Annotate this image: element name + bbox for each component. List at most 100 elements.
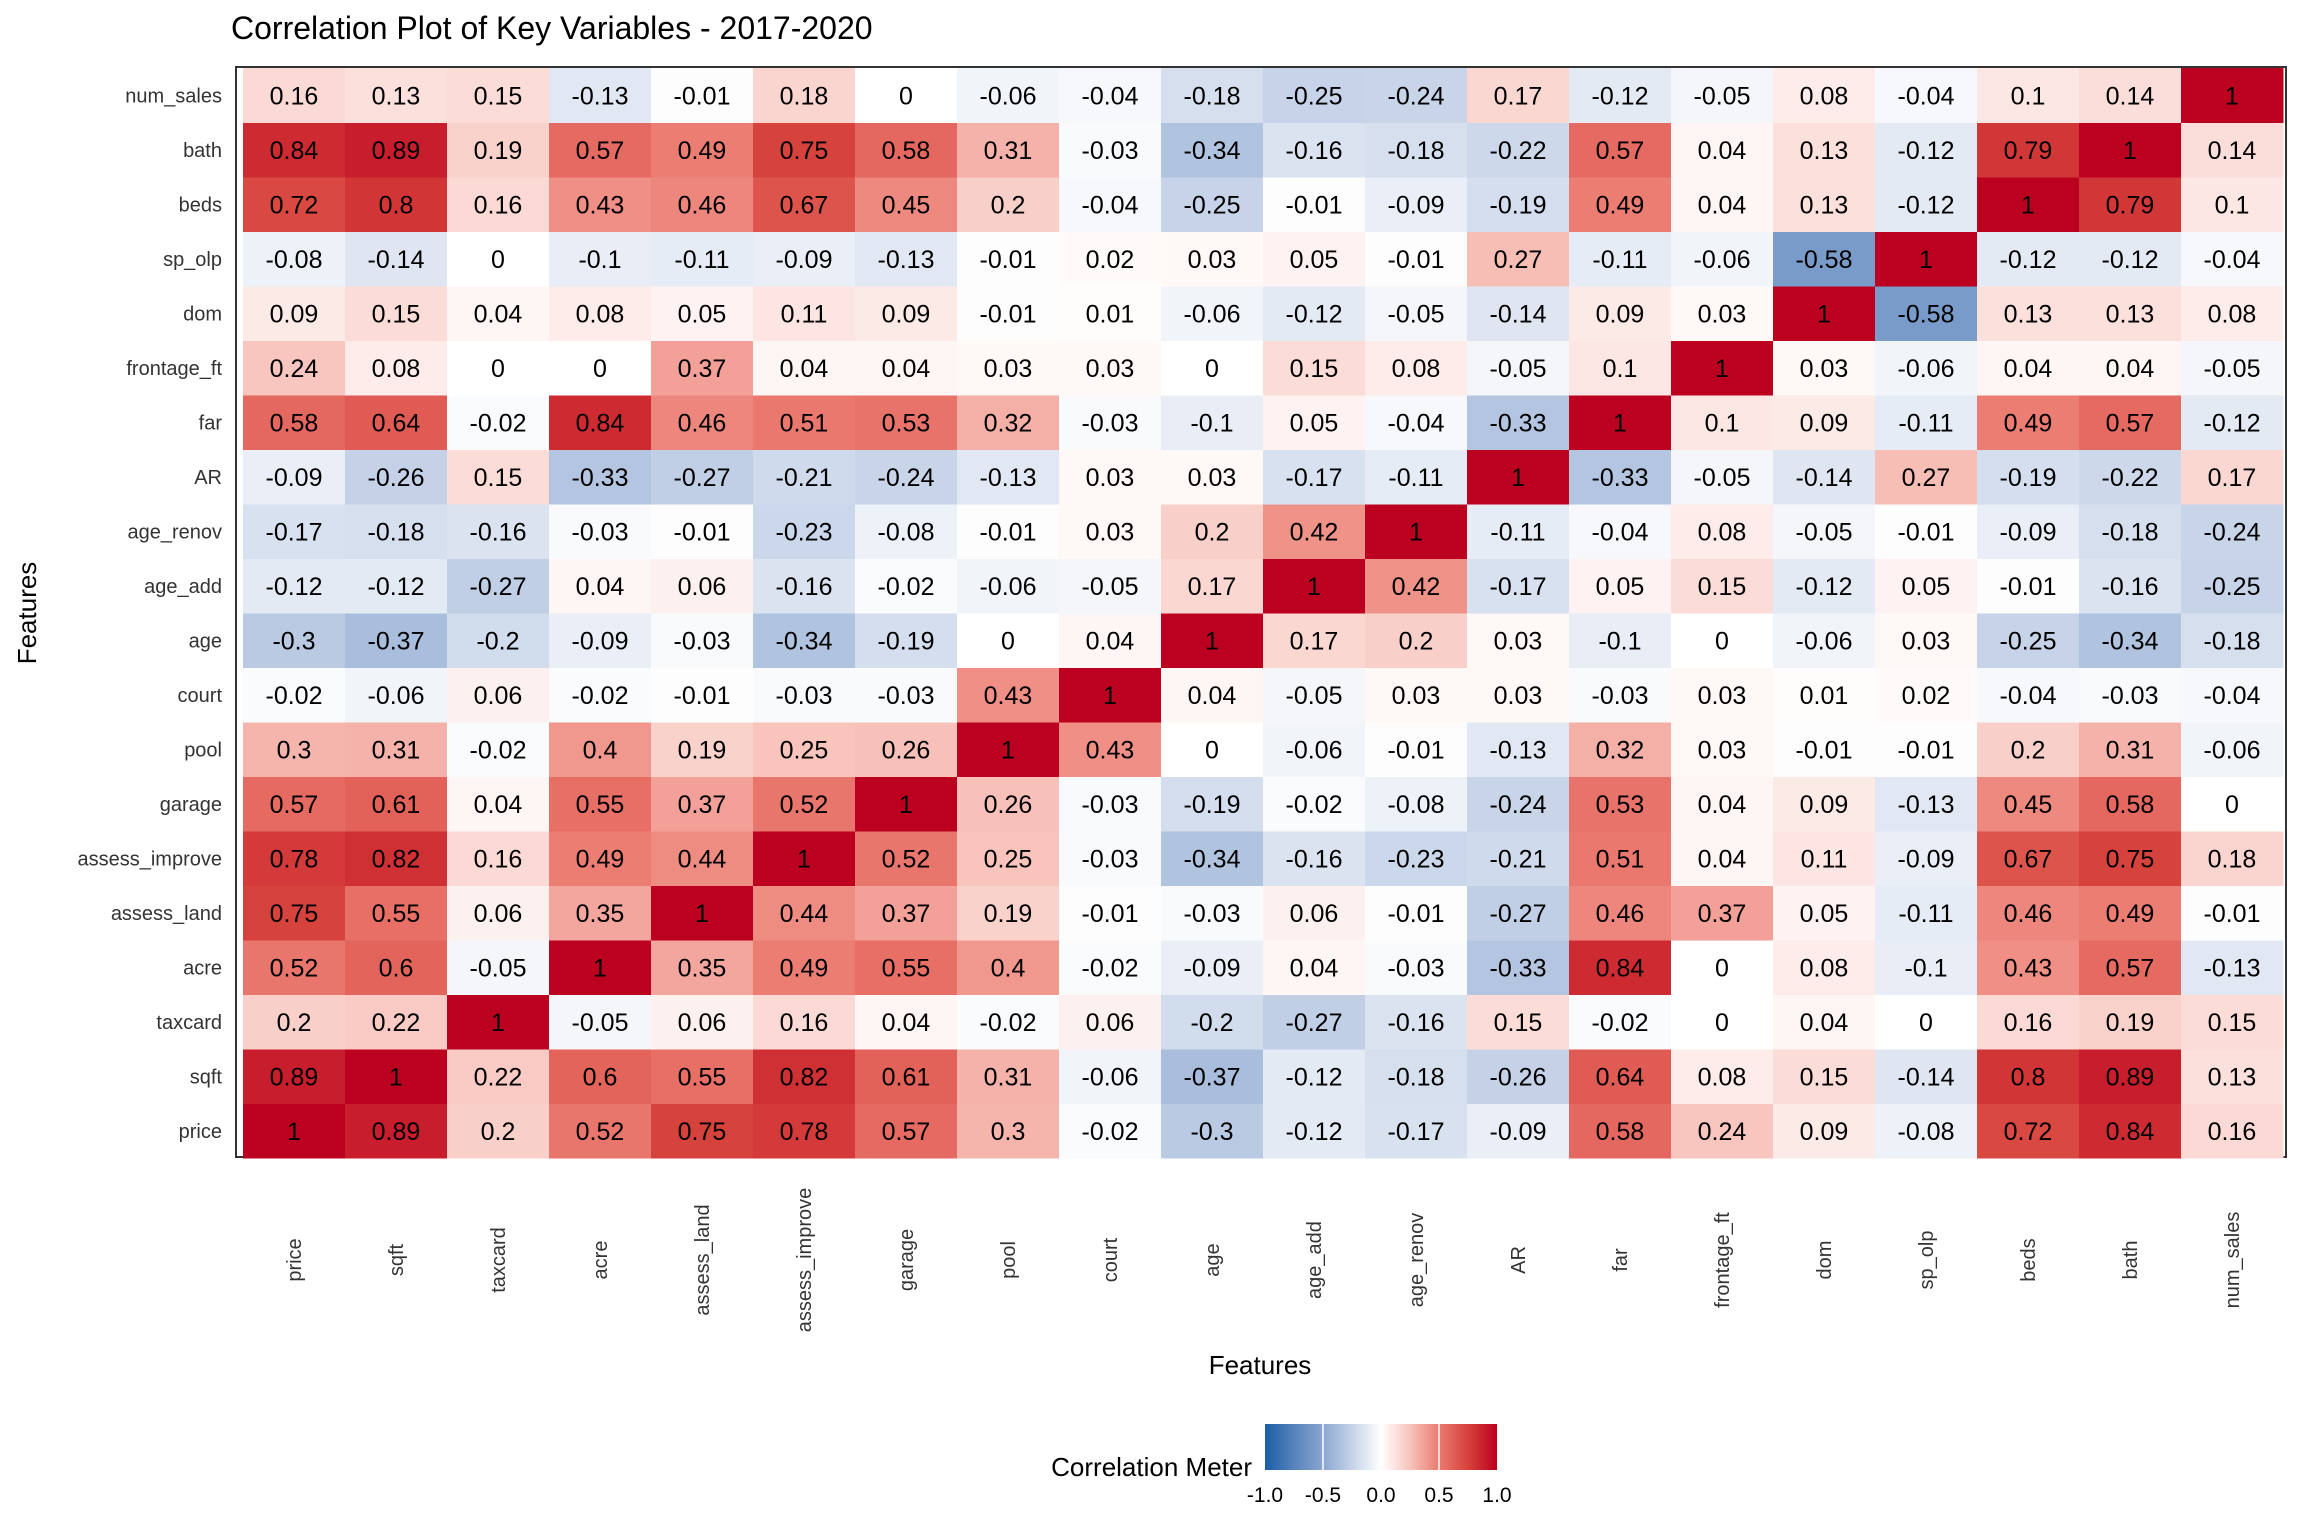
x-tick-label: assess_land [692, 1204, 714, 1315]
heatmap-cell [1671, 776, 1774, 832]
heatmap-cell [1875, 1103, 1978, 1159]
cell-value-label: -0.02 [878, 573, 935, 601]
heatmap-cell [345, 831, 448, 886]
cell-value-label: 0.03 [1086, 518, 1135, 546]
cell-value-label: -0.01 [1082, 900, 1139, 928]
y-tick-label: price [179, 1121, 222, 1143]
cell-value-label: -0.05 [572, 1009, 629, 1037]
heatmap-cell [1773, 231, 1876, 287]
heatmap-cell [651, 395, 754, 450]
cell-value-label: 0.04 [780, 355, 829, 383]
heatmap-cell [1059, 449, 1162, 505]
heatmap-cell [1671, 449, 1774, 505]
cell-value-label: 0.1 [2011, 82, 2046, 110]
heatmap-cell [1671, 558, 1774, 614]
heatmap-cell [1671, 395, 1774, 450]
y-tick-label: far [199, 412, 223, 434]
heatmap-cell [753, 286, 856, 341]
cell-value-label: 0.08 [1800, 954, 1849, 982]
heatmap-cell [957, 395, 1060, 450]
cell-value-label: -0.09 [1388, 191, 1445, 219]
heatmap-cell [1365, 286, 1468, 341]
cell-value-label: 0.05 [1902, 573, 1951, 601]
cell-value-label: -0.12 [1796, 573, 1853, 601]
heatmap-cell [1569, 177, 1672, 232]
cell-value-label: -0.01 [674, 82, 731, 110]
heatmap-cell [957, 994, 1060, 1050]
heatmap-cell [243, 504, 346, 559]
heatmap-cell [1263, 558, 1366, 614]
y-tick-label: assess_land [111, 903, 222, 925]
heatmap-cell [447, 940, 550, 995]
heatmap-cell [549, 122, 652, 178]
cell-value-label: 0.24 [1698, 1118, 1747, 1146]
heatmap-cell [1161, 340, 1264, 396]
cell-value-label: -0.02 [980, 1009, 1037, 1037]
y-tick-label: bath [183, 140, 222, 162]
cell-value-label: -0.08 [1388, 791, 1445, 819]
y-tick-label: acre [183, 957, 222, 979]
cell-value-label: -0.02 [1592, 1009, 1649, 1037]
cell-value-label: 0.58 [882, 137, 931, 165]
cell-value-label: -0.18 [1388, 1063, 1445, 1091]
heatmap-cell [957, 231, 1060, 287]
heatmap-cell [1365, 449, 1468, 505]
heatmap-cell [1875, 286, 1978, 341]
heatmap-cell [1671, 940, 1774, 995]
heatmap-cell [2181, 613, 2284, 668]
heatmap-cell [1059, 722, 1162, 777]
cell-value-label: 0 [2225, 791, 2239, 819]
heatmap-cell [753, 231, 856, 287]
y-tick-label: garage [160, 794, 222, 816]
cell-value-label: 0.09 [1800, 1118, 1849, 1146]
heatmap-cell [651, 558, 754, 614]
heatmap-cell [345, 68, 448, 123]
heatmap-cell [1569, 68, 1672, 123]
heatmap-cell [957, 722, 1060, 777]
cell-value-label: 0.03 [1698, 682, 1747, 710]
legend-tick-label: 1.0 [1482, 1484, 1511, 1507]
heatmap-cell [345, 286, 448, 341]
heatmap-cell [1059, 286, 1162, 341]
heatmap-cell [1161, 177, 1264, 232]
heatmap-cell [1263, 885, 1366, 941]
cell-value-label: -0.13 [1490, 736, 1547, 764]
y-tick-label: age_add [144, 576, 222, 598]
cell-value-label: -0.37 [368, 627, 425, 655]
heatmap-cell [1773, 1049, 1876, 1104]
heatmap-cell [1569, 395, 1672, 450]
cell-value-label: 0.6 [583, 1063, 618, 1091]
heatmap-cell [447, 231, 550, 287]
cell-value-label: 0.89 [2106, 1063, 2155, 1091]
cell-value-label: -0.05 [1388, 300, 1445, 328]
heatmap-cell [1977, 340, 2080, 396]
heatmap-cell [1467, 231, 1570, 287]
cell-value-label: 0.04 [576, 573, 625, 601]
cell-value-label: 0.35 [678, 954, 727, 982]
heatmap-cell [1977, 68, 2080, 123]
cell-value-label: -0.12 [1898, 137, 1955, 165]
heatmap-cell [2181, 1103, 2284, 1159]
cell-value-label: -0.06 [1286, 736, 1343, 764]
cell-value-label: 0.16 [474, 845, 523, 873]
heatmap-cell [651, 68, 754, 123]
heatmap-cell [2079, 831, 2182, 886]
x-tick-label: bath [2120, 1241, 2142, 1280]
cell-value-label: -0.03 [878, 682, 935, 710]
heatmap-cell [1059, 1103, 1162, 1159]
cell-value-label: 0.26 [984, 791, 1033, 819]
cell-value-label: 0.04 [2106, 355, 2155, 383]
cell-value-label: -0.11 [1388, 464, 1443, 492]
heatmap-cell [345, 994, 448, 1050]
heatmap-cell [1467, 286, 1570, 341]
heatmap-cell [243, 667, 346, 723]
heatmap-cell [2079, 1049, 2182, 1104]
cell-value-label: -0.24 [1490, 791, 1547, 819]
y-tick-label: AR [194, 467, 222, 489]
heatmap-cell [447, 504, 550, 559]
heatmap-cell [1059, 122, 1162, 178]
heatmap-cell [1263, 504, 1366, 559]
cell-value-label: -0.21 [1490, 845, 1547, 873]
cell-value-label: -0.24 [2204, 518, 2261, 546]
heatmap-cell [855, 831, 958, 886]
